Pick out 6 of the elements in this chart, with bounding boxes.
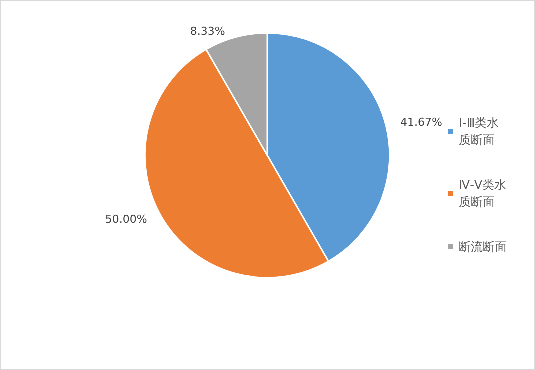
legend-label: Ⅳ-Ⅴ类水质断面 [459,178,507,209]
data-label: 8.33% [190,25,226,38]
legend-label: 断流断面 [459,240,507,254]
data-label: 41.67% [400,116,442,129]
legend-label: Ⅰ-Ⅲ类水质断面 [459,116,500,147]
data-label: 50.00% [105,213,148,226]
